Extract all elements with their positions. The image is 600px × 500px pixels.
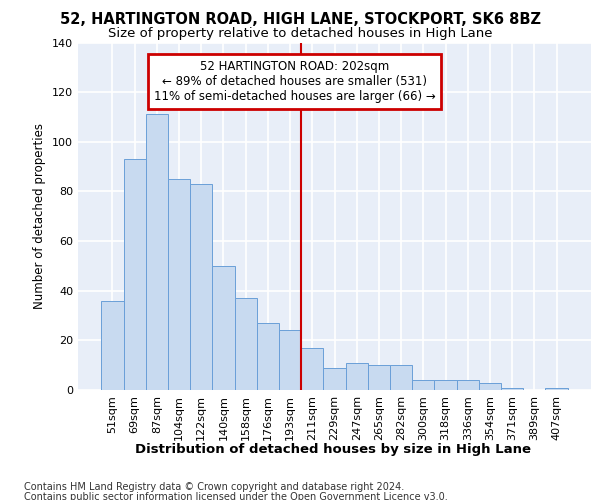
Text: Distribution of detached houses by size in High Lane: Distribution of detached houses by size … xyxy=(135,442,531,456)
Bar xyxy=(412,380,434,390)
Bar xyxy=(301,348,323,390)
Bar xyxy=(501,388,523,390)
Bar xyxy=(257,323,279,390)
Bar xyxy=(457,380,479,390)
Bar xyxy=(212,266,235,390)
Y-axis label: Number of detached properties: Number of detached properties xyxy=(34,123,46,309)
Bar xyxy=(124,159,146,390)
Text: Contains public sector information licensed under the Open Government Licence v3: Contains public sector information licen… xyxy=(24,492,448,500)
Bar xyxy=(235,298,257,390)
Bar xyxy=(101,300,124,390)
Bar xyxy=(434,380,457,390)
Bar xyxy=(390,365,412,390)
Bar xyxy=(279,330,301,390)
Bar xyxy=(323,368,346,390)
Text: 52, HARTINGTON ROAD, HIGH LANE, STOCKPORT, SK6 8BZ: 52, HARTINGTON ROAD, HIGH LANE, STOCKPOR… xyxy=(59,12,541,28)
Bar xyxy=(168,179,190,390)
Bar xyxy=(346,362,368,390)
Bar xyxy=(146,114,168,390)
Bar xyxy=(190,184,212,390)
Text: 52 HARTINGTON ROAD: 202sqm
← 89% of detached houses are smaller (531)
11% of sem: 52 HARTINGTON ROAD: 202sqm ← 89% of deta… xyxy=(154,60,436,103)
Bar xyxy=(368,365,390,390)
Text: Size of property relative to detached houses in High Lane: Size of property relative to detached ho… xyxy=(108,28,492,40)
Bar xyxy=(479,382,501,390)
Text: Contains HM Land Registry data © Crown copyright and database right 2024.: Contains HM Land Registry data © Crown c… xyxy=(24,482,404,492)
Bar xyxy=(545,388,568,390)
